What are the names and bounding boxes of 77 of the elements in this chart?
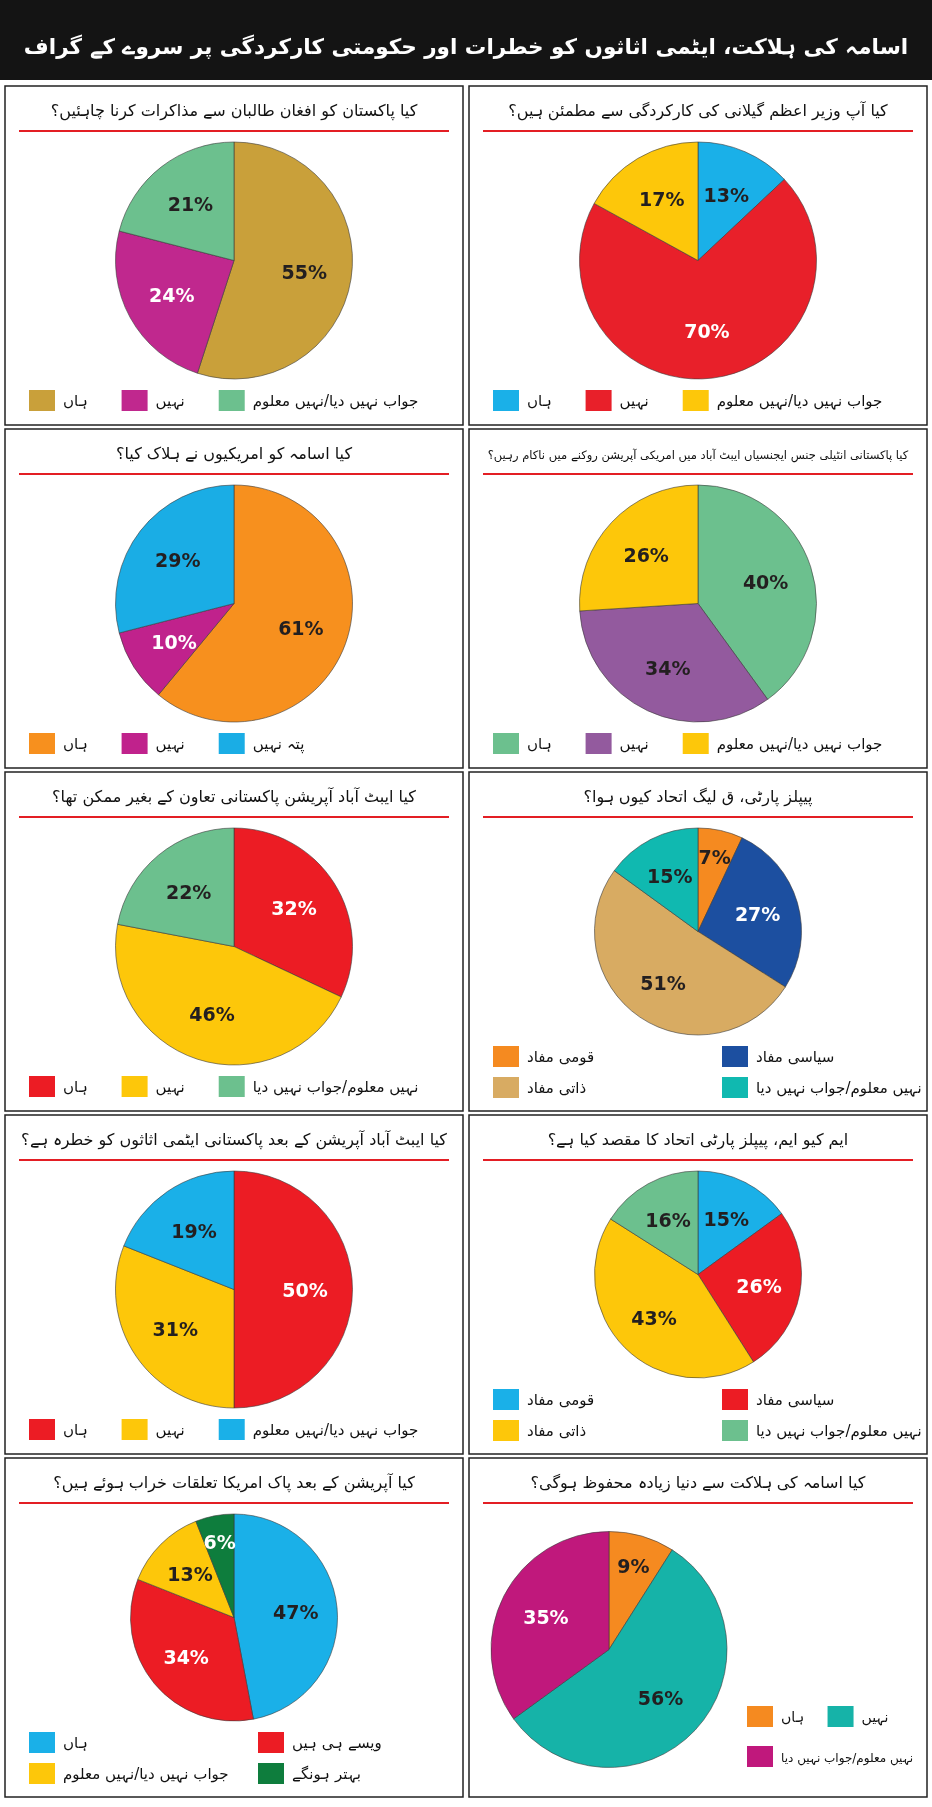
- data-label: 55%: [281, 260, 327, 283]
- legend-label: نہیں: [619, 735, 649, 753]
- chart-title: ایم کیو ایم، پیپلز پارٹی اتحاد کا مقصد کیا ہے؟: [547, 1130, 849, 1150]
- legend-label: ہاں: [527, 735, 552, 753]
- legend-label: قومی مفاد: [527, 1391, 595, 1409]
- data-label: 15%: [647, 865, 693, 888]
- legend-label: ہاں: [63, 1421, 88, 1439]
- data-label: 32%: [271, 897, 317, 920]
- data-label: 43%: [631, 1307, 677, 1330]
- data-label: 46%: [189, 1003, 235, 1026]
- legend-label: پتہ نہیں: [252, 735, 305, 754]
- legend-label: نہیں: [155, 735, 185, 753]
- chart-title: پیپلز پارٹی، ق لیگ اتحاد کیوں ہوا؟: [583, 787, 813, 807]
- legend-label: نہیں: [155, 1078, 185, 1096]
- data-label: 17%: [639, 188, 685, 211]
- chart-title: کیا اسامہ کی ہلاکت سے دنیا زیادہ محفوظ ہوگی؟: [530, 1473, 866, 1493]
- legend-label: ہاں: [63, 1734, 88, 1752]
- chart-title: کیا آپریشن کے بعد پاک امریکا تعلقات خراب ہوئے ہیں؟: [53, 1473, 416, 1493]
- chart-title: کیا ایبٹ آباد آپریشن پاکستانی تعاون کے بغیر ممکن تھا؟: [52, 787, 417, 807]
- legend-label: جواب نہیں دیا/نہیں معلوم: [252, 1421, 419, 1439]
- data-label: 40%: [742, 570, 789, 593]
- legend-label: ویسے ہی ہیں: [292, 1734, 382, 1752]
- data-label: 27%: [734, 903, 781, 926]
- data-label: 19%: [171, 1219, 217, 1242]
- legend-label: ہاں: [527, 392, 552, 410]
- data-label: 56%: [637, 1686, 684, 1709]
- data-label: 7%: [698, 845, 731, 868]
- data-label: 26%: [736, 1275, 782, 1298]
- data-label: 21%: [167, 193, 214, 216]
- legend-label: جواب نہیں دیا/نہیں معلوم: [716, 392, 883, 410]
- legend-label: نہیں: [155, 392, 185, 410]
- legend-label: سیاسی مفاد: [756, 1048, 835, 1066]
- legend-label: ہاں: [63, 1078, 88, 1096]
- data-label: 35%: [523, 1606, 569, 1629]
- legend-label: جواب نہیں دیا/نہیں معلوم: [716, 735, 883, 753]
- data-label: 6%: [203, 1531, 236, 1554]
- legend-label: نہیں: [619, 392, 649, 410]
- chart-title: کیا آپ وزیر اعظم گیلانی کی کارکردگی سے مطمئن ہیں؟: [508, 101, 889, 121]
- legend-label: سیاسی مفاد: [756, 1391, 835, 1409]
- data-label: 31%: [152, 1318, 198, 1341]
- data-label: 13%: [703, 184, 749, 207]
- data-label: 13%: [167, 1562, 213, 1585]
- data-label: 24%: [148, 283, 195, 306]
- legend-label: نہیں: [861, 1709, 889, 1726]
- legend-label: نہیں: [155, 1421, 185, 1439]
- data-label: 70%: [684, 320, 730, 343]
- legend-label: قومی مفاد: [527, 1048, 595, 1066]
- data-label: 50%: [282, 1278, 328, 1301]
- data-label: 26%: [623, 543, 669, 566]
- chart-title: کیا ایبٹ آباد آپریشن کے بعد پاکستانی ایٹمی اثاثوں کو خطرہ ہے؟: [21, 1130, 448, 1150]
- legend-label: بہتر ہونگے: [292, 1765, 361, 1783]
- data-label: 47%: [273, 1600, 319, 1623]
- legend-label: ذاتی مفاد: [527, 1079, 587, 1097]
- legend-label: جواب نہیں دیا/نہیں معلوم: [63, 1765, 229, 1783]
- chart-title: کیا اسامہ کو امریکیوں نے ہلاک کیا؟: [115, 444, 353, 464]
- text: اسامہ کی ہلاکت، ایٹمی اثاثوں کو خطرات اور حکومتی کارکردگی پر سروے کے گراف: [23, 34, 909, 59]
- legend-label: ہاں: [63, 735, 88, 753]
- data-label: 61%: [278, 616, 324, 639]
- data-label: 51%: [640, 971, 686, 994]
- legend-label: جواب نہیں دیا/نہیں معلوم: [252, 392, 419, 410]
- legend-label: نہیں معلوم/جواب نہیں دیا: [756, 1422, 922, 1440]
- legend-label: ہاں: [63, 392, 88, 410]
- data-label: 16%: [645, 1209, 691, 1232]
- data-label: 9%: [617, 1554, 650, 1577]
- legend-label: نہیں معلوم/جواب نہیں دیا: [252, 1078, 419, 1096]
- chart-title: کیا پاکستان کو افغان طالبان سے مذاکرات کرنا چاہئیں؟: [50, 101, 418, 121]
- legend-label: ذاتی مفاد: [527, 1422, 587, 1440]
- legend-label: ہاں: [781, 1709, 804, 1725]
- data-label: 34%: [644, 656, 691, 679]
- data-label: 22%: [165, 880, 212, 903]
- data-label: 29%: [155, 548, 201, 571]
- legend-label: نہیں معلوم/جواب نہیں دیا: [756, 1079, 922, 1097]
- data-label: 10%: [151, 630, 197, 653]
- data-label: 15%: [703, 1208, 749, 1231]
- data-label: 34%: [163, 1646, 209, 1669]
- chart-title: کیا پاکستانی انٹیلی جنس ایجنسیاں ایبٹ آباد میں امریکی آپریشن روکنے میں ناکام رہیں؟: [487, 448, 909, 463]
- legend-label: نہیں معلوم/جواب نہیں دیا: [781, 1751, 914, 1766]
